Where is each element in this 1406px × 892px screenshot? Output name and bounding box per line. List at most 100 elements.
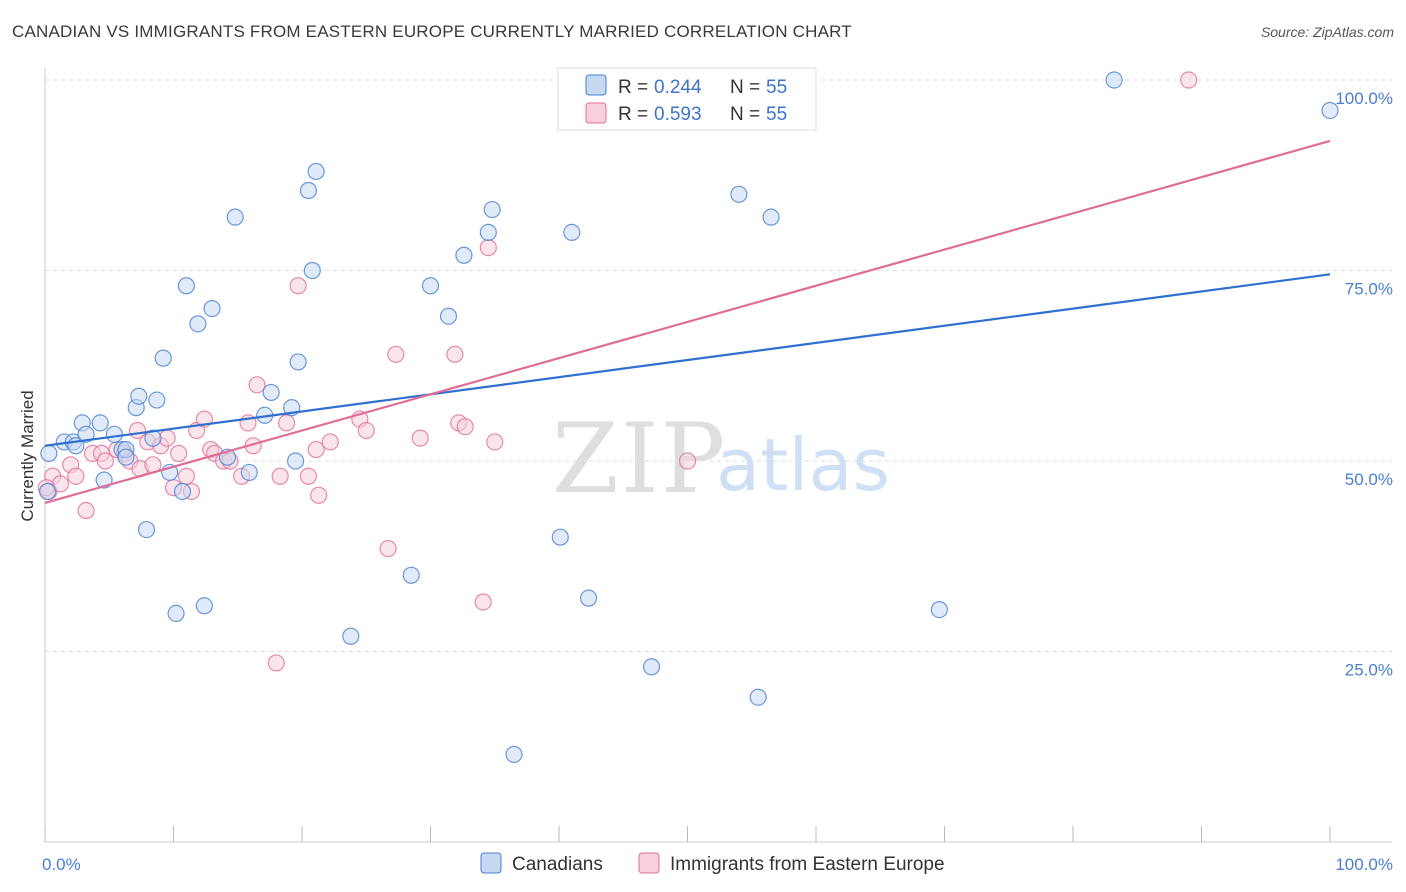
canadians-point [77, 425, 95, 443]
x-ticks [44, 826, 1331, 842]
canadians-point [91, 414, 109, 432]
canadians-point [455, 246, 473, 264]
legend-r-label-canadians: R = [618, 77, 648, 98]
trend-lines [44, 139, 1331, 504]
canadians-point [1321, 101, 1339, 120]
canadians-point [289, 353, 307, 371]
eastern-europe-point [387, 345, 405, 363]
legend-n-label-canadians: N = [730, 77, 760, 98]
canadians-point [40, 444, 58, 462]
canadians-point [154, 349, 172, 367]
canadians-point [930, 600, 948, 619]
legend-r-label-eastern-europe: R = [618, 104, 648, 125]
bottom-legend-swatch-eastern-europe [638, 852, 660, 874]
legend-box: R = 0.244 N = 55 R = 0.593 N = 55 [557, 67, 817, 131]
x-tick-label-max: 100.0% [1335, 855, 1393, 874]
legend-r-value-canadians: 0.244 [654, 77, 702, 98]
canadians-point [240, 463, 258, 482]
canadians-point [479, 223, 497, 241]
canadians-point [579, 589, 598, 607]
y-tick-label-50: 50.0% [1345, 470, 1393, 489]
canadians-point [262, 383, 280, 402]
grid [45, 79, 1392, 652]
canadians-point [148, 391, 166, 409]
canadians-point [286, 452, 305, 470]
eastern-europe-point [678, 452, 697, 470]
eastern-europe-point [479, 239, 497, 257]
eastern-europe-point [411, 429, 429, 447]
canadians-point [749, 688, 767, 706]
source-label: Source: ZipAtlas.com [1260, 24, 1394, 40]
eastern-europe-point [67, 467, 85, 485]
eastern-europe-point [486, 433, 504, 451]
chart-title: CANADIAN VS IMMIGRANTS FROM EASTERN EURO… [12, 22, 852, 41]
canadians-point [439, 307, 458, 325]
canadians-point [402, 566, 420, 584]
bottom-legend: Canadians Immigrants from Eastern Europe [480, 852, 945, 875]
trend-line-eastern-europe [44, 139, 1331, 504]
canadians-point [203, 300, 221, 318]
legend-n-value-eastern-europe: 55 [766, 104, 787, 125]
y-tick-labels: 25.0% 50.0% 75.0% 100.0% [1335, 89, 1393, 680]
canadians-point [189, 315, 207, 333]
canadians-point [130, 387, 148, 405]
canadians-point [505, 745, 523, 763]
eastern-europe-point [446, 345, 464, 363]
eastern-europe-point [307, 440, 325, 459]
canadians-point [563, 223, 581, 241]
canadians-point [421, 277, 440, 295]
eastern-europe-point [474, 593, 492, 611]
bottom-legend-swatch-canadians [480, 852, 502, 874]
canadians-point [195, 597, 213, 615]
canadians-point [762, 208, 780, 226]
canadians-point [303, 261, 321, 280]
canadians-point [117, 448, 135, 466]
canadians-point [1105, 71, 1123, 89]
eastern-europe-point [277, 414, 296, 432]
canadians-point [137, 520, 156, 539]
eastern-europe-point [77, 501, 95, 520]
eastern-europe-point [357, 421, 375, 440]
y-tick-label-100: 100.0% [1335, 89, 1393, 108]
eastern-europe-point [267, 654, 285, 672]
watermark: ZIP atlas [552, 403, 890, 515]
canadians-point [226, 208, 244, 226]
canadians-point [307, 162, 325, 181]
canadians-point [167, 604, 185, 623]
legend-r-value-eastern-europe: 0.593 [654, 104, 702, 125]
y-tick-label-75: 75.0% [1345, 280, 1393, 299]
legend-swatch-canadians [585, 74, 607, 96]
canadians-point [38, 482, 57, 501]
eastern-europe-point [177, 467, 195, 485]
eastern-europe-point [310, 486, 328, 504]
canadians-point [551, 528, 569, 546]
canadians-point [105, 425, 123, 443]
eastern-europe-point [1180, 71, 1198, 89]
legend-swatch-eastern-europe [585, 102, 607, 124]
canadians-point [642, 658, 661, 676]
y-axis-label: Currently Married [18, 390, 37, 521]
eastern-europe-point [96, 452, 114, 470]
canadians-point [730, 185, 748, 203]
y-tick-label-25: 25.0% [1345, 661, 1393, 680]
legend-n-value-canadians: 55 [766, 77, 787, 98]
eastern-europe-point [289, 277, 307, 295]
canadians-point [144, 429, 162, 447]
legend-n-label-eastern-europe: N = [730, 104, 760, 125]
canadians-point [342, 627, 360, 645]
canadians-point [173, 482, 192, 501]
trend-line-canadians [44, 273, 1331, 447]
watermark-atlas: atlas [716, 423, 890, 507]
canadians-point [177, 277, 195, 295]
bottom-legend-label-canadians: Canadians [512, 854, 603, 875]
eastern-europe-point [379, 540, 397, 558]
eastern-europe-point [321, 433, 339, 451]
eastern-europe-point [170, 444, 188, 462]
watermark-zip: ZIP [552, 403, 727, 515]
canadians-point [483, 200, 501, 219]
x-tick-label-min: 0.0% [42, 855, 81, 874]
eastern-europe-point [456, 418, 474, 436]
eastern-europe-point [248, 376, 266, 394]
eastern-europe-point [271, 467, 289, 485]
